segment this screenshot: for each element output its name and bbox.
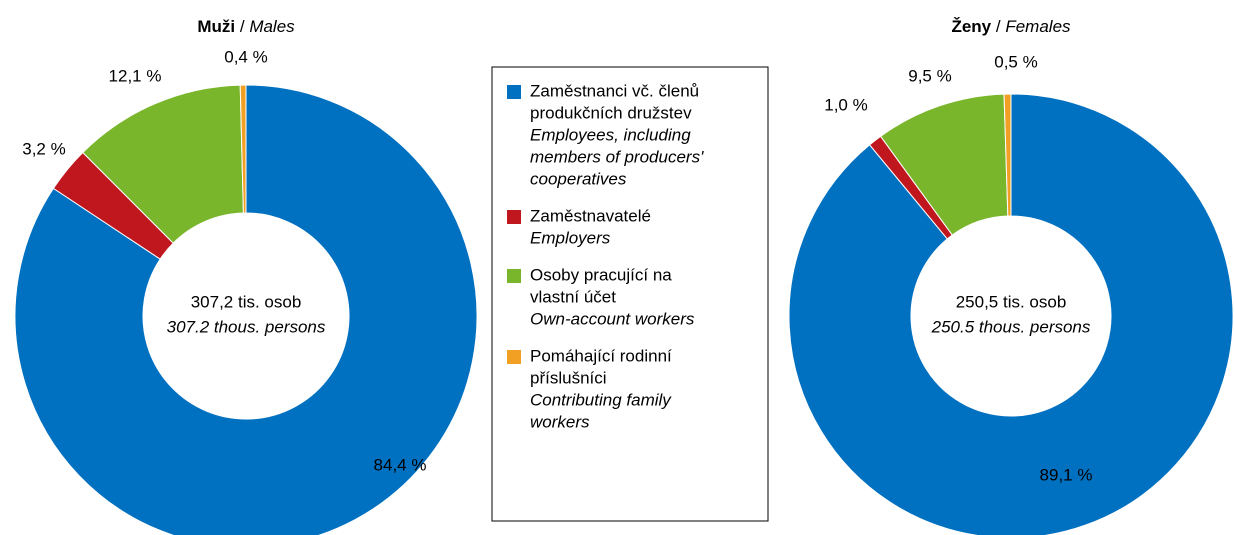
legend-label: Pomáhající rodinní bbox=[530, 346, 672, 365]
legend-swatch bbox=[507, 269, 521, 283]
legend-label: cooperatives bbox=[530, 169, 627, 188]
center-text: 307,2 tis. osob bbox=[191, 292, 302, 311]
title-part: Females bbox=[1005, 17, 1071, 36]
title-part: / bbox=[240, 17, 245, 36]
value-label: 1,0 % bbox=[824, 95, 867, 114]
title-part: / bbox=[996, 17, 1001, 36]
chart-title: Muži / Males bbox=[197, 17, 295, 36]
value-label: 0,4 % bbox=[224, 47, 267, 66]
center-text: 307.2 thous. persons bbox=[167, 317, 326, 336]
legend-label: Employees, including bbox=[530, 125, 691, 144]
value-label: 3,2 % bbox=[22, 139, 65, 158]
legend-label: Own-account workers bbox=[530, 309, 695, 328]
slice bbox=[788, 93, 1234, 535]
title-part: Males bbox=[249, 17, 295, 36]
legend-label: members of producers' bbox=[530, 147, 704, 166]
legend-swatch bbox=[507, 85, 521, 99]
value-label: 0,5 % bbox=[994, 52, 1037, 71]
title-part: Ženy bbox=[951, 17, 991, 36]
value-label: 84,4 % bbox=[374, 455, 427, 474]
legend-label: vlastní účet bbox=[530, 287, 616, 306]
center-text: 250,5 tis. osob bbox=[956, 292, 1067, 311]
value-label: 9,5 % bbox=[908, 66, 951, 85]
chart-title: Ženy / Females bbox=[951, 17, 1071, 36]
legend-label: Osoby pracující na bbox=[530, 265, 672, 284]
legend-label: workers bbox=[530, 412, 590, 431]
value-label: 89,1 % bbox=[1040, 465, 1093, 484]
legend-label: Zaměstnavatelé bbox=[530, 206, 651, 225]
legend-label: produkčních družstev bbox=[530, 103, 692, 122]
slice bbox=[1003, 93, 1012, 217]
legend-swatch bbox=[507, 350, 521, 364]
value-label: 12,1 % bbox=[109, 66, 162, 85]
legend-label: příslušníci bbox=[530, 368, 607, 387]
legend-swatch bbox=[507, 210, 521, 224]
legend-label: Contributing family bbox=[530, 390, 672, 409]
slice bbox=[14, 84, 478, 535]
legend-box bbox=[491, 66, 769, 522]
legend-label: Employers bbox=[530, 228, 611, 247]
center-text: 250.5 thous. persons bbox=[931, 317, 1091, 336]
slice bbox=[239, 84, 247, 214]
legend-label: Zaměstnanci vč. členů bbox=[530, 81, 699, 100]
title-part: Muži bbox=[197, 17, 235, 36]
